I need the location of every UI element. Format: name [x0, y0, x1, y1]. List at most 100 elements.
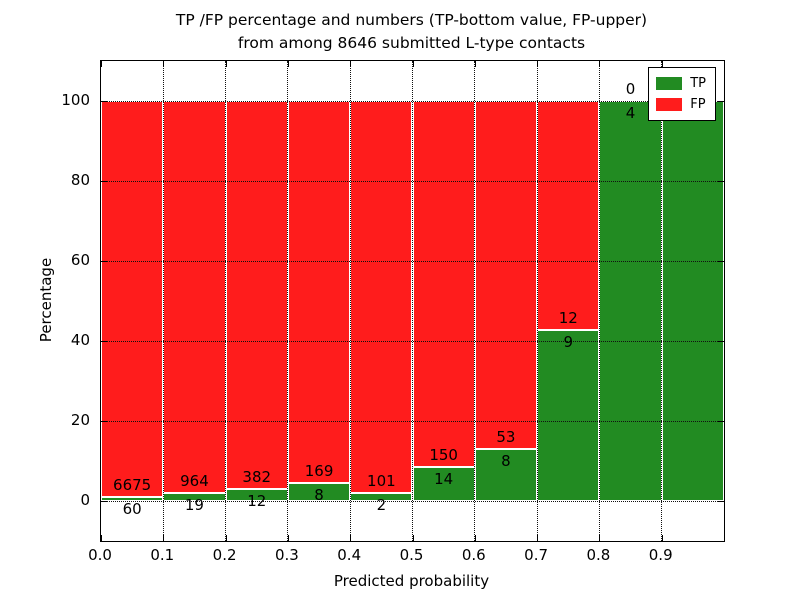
- bar-segment-tp: [412, 466, 475, 501]
- x-tick: [661, 535, 663, 541]
- y-gridline: [101, 341, 724, 342]
- x-gridline: [661, 61, 663, 541]
- tp-count-label: 12: [247, 491, 267, 510]
- x-tick-label: 0.7: [524, 546, 549, 564]
- x-tick: [101, 61, 102, 67]
- fp-count-label: 150: [429, 445, 458, 464]
- x-gridline: [412, 61, 413, 541]
- y-tick: [718, 261, 724, 262]
- x-tick: [661, 61, 663, 67]
- x-gridline: [287, 61, 289, 541]
- bar-segment-fp: [474, 101, 538, 449]
- fp-count-label: 0: [625, 80, 636, 98]
- x-tick: [474, 535, 476, 541]
- x-gridline: [536, 61, 538, 541]
- bar-segment-tp: [163, 493, 226, 501]
- y-tick-label: 20: [70, 411, 90, 429]
- y-gridline: [101, 181, 724, 182]
- bar-segment-fp: [225, 101, 288, 489]
- x-tick: [412, 61, 414, 67]
- x-gridline: [598, 61, 600, 541]
- x-axis-label: Predicted probability: [333, 572, 490, 590]
- bar-segment-fp: [412, 101, 475, 467]
- x-tick-label: 0.0: [88, 546, 112, 564]
- tp-count-label: 9: [563, 332, 574, 351]
- y-tick: [101, 261, 107, 262]
- x-tick: [537, 535, 539, 541]
- y-gridline: [101, 261, 724, 262]
- fp-count-label: 169: [304, 461, 334, 480]
- bar-segment-tp: [101, 497, 164, 501]
- fp-count-label: 382: [242, 467, 272, 486]
- x-tick: [412, 535, 414, 541]
- y-gridline: [101, 101, 724, 102]
- x-tick: [350, 535, 352, 541]
- y-tick-label: 40: [70, 331, 90, 349]
- x-gridline: [474, 61, 476, 541]
- x-tick-label: 0.5: [399, 546, 424, 564]
- y-tick: [718, 181, 724, 182]
- y-tick: [101, 501, 107, 502]
- legend-item: FP: [656, 94, 706, 115]
- y-tick-label: 60: [70, 251, 90, 269]
- chart-title-line1: TP /FP percentage and numbers (TP-bottom…: [175, 11, 648, 29]
- x-tick-label: 0.8: [586, 546, 611, 564]
- bar-segment-tp: [350, 493, 413, 501]
- bar-segment-tp: [474, 448, 538, 501]
- plot-area: 667560964193821216981012150145381290404 …: [100, 60, 725, 542]
- x-tick: [350, 61, 352, 67]
- fp-count-label: 53: [496, 427, 516, 446]
- tp-count-label: 8: [501, 451, 511, 470]
- bar-segment-tp: [225, 488, 288, 501]
- x-gridline: [225, 61, 227, 541]
- y-tick: [101, 181, 107, 182]
- y-tick: [718, 101, 724, 102]
- x-tick: [163, 61, 165, 67]
- legend-item: TP: [656, 73, 706, 94]
- legend-label: FP: [690, 97, 706, 112]
- legend: TP FP: [648, 67, 716, 121]
- x-tick: [101, 535, 102, 541]
- x-tick-label: 0.2: [212, 546, 237, 564]
- fp-count-label: 964: [180, 472, 209, 491]
- y-tick: [718, 501, 724, 502]
- x-tick: [287, 61, 289, 67]
- bar-segment-fp: [287, 101, 351, 483]
- tp-count-label: 2: [376, 496, 387, 515]
- y-axis-label: Percentage: [37, 257, 55, 343]
- y-tick: [101, 341, 107, 342]
- y-gridline: [101, 501, 724, 502]
- bar-segment-tp: [537, 329, 600, 501]
- x-tick: [287, 535, 289, 541]
- tp-count-label: 4: [625, 104, 636, 122]
- bar-segment-fp: [101, 101, 164, 498]
- y-tick-label: 100: [61, 91, 90, 109]
- bar-segment-fp: [163, 101, 226, 494]
- tp-count-label: 14: [434, 469, 454, 488]
- x-tick: [225, 535, 227, 541]
- x-tick-label: 0.3: [274, 546, 299, 564]
- bar-segment-fp: [350, 101, 413, 494]
- x-gridline: [162, 61, 164, 541]
- x-tick: [537, 61, 539, 67]
- x-tick-label: 0.6: [461, 546, 486, 564]
- chart-title-line2: from among 8646 submitted L-type contact…: [237, 34, 586, 52]
- y-tick: [101, 101, 107, 102]
- x-tick: [599, 61, 601, 67]
- y-gridline: [101, 421, 724, 422]
- tp-count-label: 19: [184, 496, 204, 515]
- x-tick: [163, 535, 165, 541]
- legend-swatch: [656, 98, 683, 111]
- x-tick: [599, 535, 601, 541]
- x-tick-label: 0.1: [150, 546, 175, 564]
- fp-count-label: 101: [367, 472, 396, 491]
- x-gridline: [349, 61, 351, 541]
- bar-segment-tp: [661, 101, 724, 501]
- tp-count-label: 8: [314, 485, 324, 504]
- x-tick-label: 0.4: [337, 546, 362, 564]
- x-tick: [225, 61, 227, 67]
- x-tick: [474, 61, 476, 67]
- y-tick-label: 0: [80, 491, 90, 509]
- tp-count-label: 60: [122, 500, 142, 519]
